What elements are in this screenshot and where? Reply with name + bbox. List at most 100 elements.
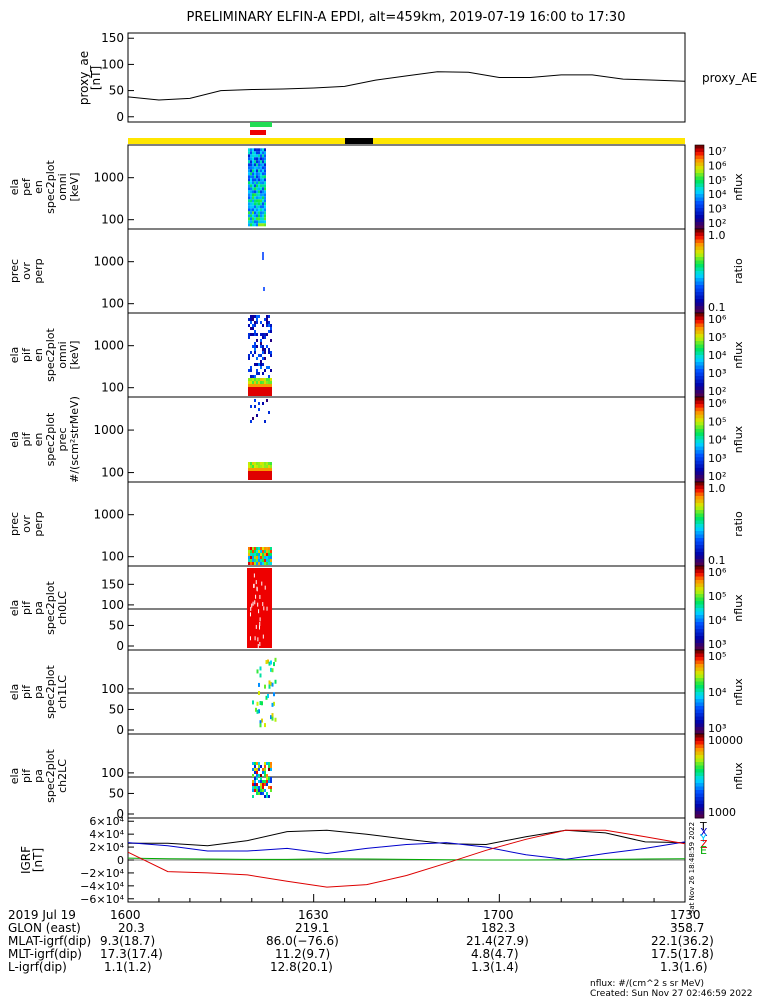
- pef-ylabel-2: en: [32, 180, 45, 194]
- pifprec-pixel: [250, 471, 252, 474]
- ch2-pixel: [262, 789, 264, 792]
- ae-tick-label: 0: [116, 110, 124, 124]
- pifprec-pixel: [262, 465, 264, 468]
- ch2-pixel: [252, 783, 254, 786]
- pif-pixel: [256, 321, 258, 324]
- pif-pixel: [264, 351, 266, 354]
- pif-pixel: [254, 375, 256, 378]
- pef-pixel: [254, 157, 256, 161]
- pifprec-data: [248, 399, 272, 480]
- pef-pixel: [250, 202, 252, 206]
- igrf-series-x: [127, 841, 686, 860]
- pef-pixel: [256, 181, 258, 185]
- pef-pixel: [264, 169, 266, 173]
- ch1-pixel: [271, 713, 274, 718]
- pif-pixel: [270, 393, 272, 396]
- ch1-pixel: [268, 680, 271, 685]
- chart-title: PRELIMINARY ELFIN-A EPDI, alt=459km, 201…: [186, 10, 626, 25]
- pif-pixel: [256, 318, 258, 321]
- footer-time-1730: 1730: [670, 908, 701, 922]
- ch0-colorbar-cell: [695, 615, 704, 619]
- ch2-colorbar-cell: [695, 786, 704, 791]
- prec1-cbar-label: ratio: [732, 258, 745, 284]
- ch1-colorbar-cell: [695, 674, 704, 679]
- pif-pixel: [250, 327, 252, 330]
- pef-colorbar-cell: [695, 197, 704, 202]
- pef-pixel: [262, 166, 264, 170]
- pif-colorbar-cell: [695, 390, 704, 394]
- pifprec-pixel: [264, 477, 266, 480]
- prec2-colorbar-cell: [695, 552, 704, 556]
- pef-pixel: [256, 151, 258, 155]
- ch2-pixel: [252, 780, 254, 783]
- prec2-pixel: [250, 559, 252, 562]
- pef-pixel: [264, 214, 266, 218]
- pef-pixel: [262, 163, 264, 167]
- prec1-colorbar-cell: [695, 236, 704, 240]
- pef-pixel: [252, 166, 254, 170]
- pifprec-ylabel-1: pif: [20, 431, 33, 446]
- pifprec-colorbar-cell: [695, 425, 704, 430]
- pif-pixel: [266, 318, 268, 321]
- ch2-pixel: [256, 789, 258, 792]
- pif-pixel: [252, 390, 254, 393]
- ch2-colorbar-cell: [695, 751, 704, 756]
- pif-pixel: [250, 315, 252, 318]
- prec2-pixel: [252, 547, 254, 550]
- ch1-cbar-tick: 10⁵: [708, 650, 726, 663]
- prec2-pixel: [266, 562, 268, 565]
- pef-pixel: [252, 220, 254, 224]
- prec2-ylabel-1: ovr: [20, 515, 33, 533]
- pef-pixel: [258, 193, 260, 197]
- pif-colorbar-cell: [695, 393, 704, 398]
- prec1-colorbar-cell: [695, 271, 704, 275]
- ch0-tick-label: 100: [101, 598, 124, 612]
- prec2-colorbar-cell: [695, 496, 704, 500]
- prec2-pixel: [264, 550, 266, 553]
- ch2-pixel: [268, 786, 270, 789]
- ch1-pixel: [273, 692, 275, 697]
- pef-pixel: [254, 160, 256, 164]
- pif-pixel: [250, 333, 252, 336]
- pif-pixel: [266, 384, 268, 387]
- ch2-pixel: [260, 786, 262, 789]
- pif-pixel: [270, 324, 272, 327]
- ch1-pixel: [259, 701, 262, 706]
- pef-pixel: [248, 187, 250, 191]
- pif-pixel: [256, 390, 258, 393]
- ch2-pixel: [264, 780, 266, 783]
- pef-pixel: [258, 160, 260, 164]
- pifprec-cbar-label: nflux: [732, 425, 745, 453]
- prec2-pixel: [260, 556, 262, 559]
- ch2-pixel: [270, 780, 272, 783]
- igrf-tick-label: 2×10⁴: [89, 841, 124, 854]
- pef-pixel: [254, 205, 256, 209]
- pef-pixel: [262, 196, 264, 200]
- pif-pixel: [266, 333, 268, 336]
- prec1-ylabel-0: prec: [8, 259, 21, 283]
- prec2-pixel: [262, 556, 264, 559]
- prec2-pixel: [256, 550, 258, 553]
- ch2-pixel: [256, 774, 258, 777]
- ch1-pixel: [267, 659, 269, 664]
- ch0-speck: [254, 600, 256, 605]
- pifprec-pixel: [250, 405, 252, 408]
- pif-pixel: [258, 387, 260, 390]
- pif-cbar-tick: 10⁶: [708, 313, 727, 326]
- footer-label-date: 2019 Jul 19: [8, 908, 76, 922]
- ch1-tick-label: 0: [116, 723, 124, 737]
- pifprec-colorbar-cell: [695, 397, 704, 402]
- pef-pixel: [258, 148, 260, 152]
- pef-pixel: [250, 187, 252, 191]
- prec2-pixel: [254, 559, 256, 562]
- pifprec-pixel: [252, 474, 254, 477]
- pef-pixel: [252, 223, 254, 227]
- pifprec-pixel: [260, 477, 262, 480]
- pif-pixel: [250, 366, 252, 369]
- prec2-pixel: [260, 553, 262, 556]
- pef-pixel: [264, 205, 266, 209]
- ch0-colorbar-cell: [695, 569, 704, 574]
- ch0-colorbar-cell: [695, 594, 704, 598]
- ch0-colorbar-cell: [695, 597, 704, 602]
- pef-pixel: [262, 208, 264, 212]
